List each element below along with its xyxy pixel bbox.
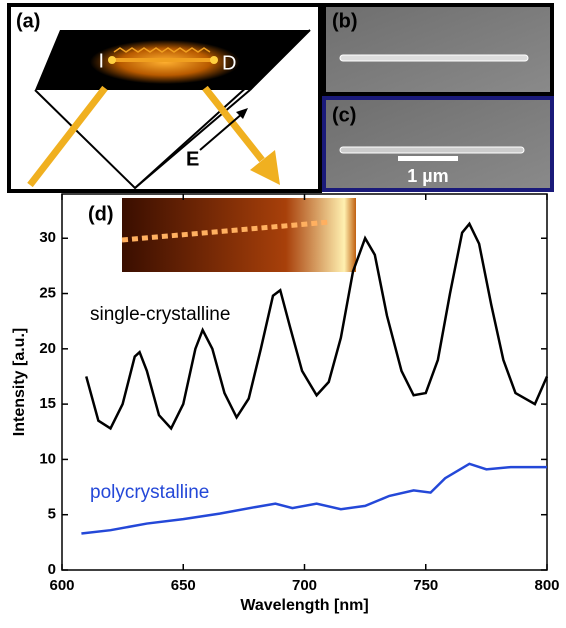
inset-image — [122, 198, 356, 272]
sem-image — [322, 3, 554, 96]
series-line — [81, 462, 547, 535]
y-tick-label: 30 — [39, 229, 56, 246]
scale-label: 1 µm — [407, 166, 448, 186]
scale-bar — [398, 156, 458, 161]
y-tick-label: 5 — [48, 506, 56, 523]
beam-in — [27, 85, 108, 188]
y-tick-label: 20 — [39, 340, 56, 357]
nanowire-image — [339, 54, 529, 62]
field-arrow — [199, 112, 244, 151]
x-tick-label: 800 — [534, 577, 559, 594]
panel-label: (a) — [16, 10, 40, 32]
y-tick-label: 15 — [39, 395, 56, 412]
field-arrowhead — [236, 108, 248, 119]
x-axis-label: Wavelength [nm] — [240, 597, 368, 614]
sem-image — [322, 96, 554, 192]
x-tick-label: 650 — [171, 577, 196, 594]
x-tick-label: 700 — [292, 577, 317, 594]
series-label: single-crystalline — [90, 304, 230, 325]
panel-b: (b) — [322, 3, 554, 96]
plasmon-wave — [113, 47, 211, 53]
series-line — [85, 221, 549, 431]
prism-edge — [134, 89, 251, 189]
panel-label: (d) — [88, 203, 114, 225]
inset-wire — [121, 219, 331, 243]
panel-label: (b) — [332, 10, 358, 32]
y-axis-label: Intensity [a.u.] — [11, 328, 28, 436]
plot-frame — [61, 193, 548, 571]
y-tick-label: 0 — [48, 561, 56, 578]
source-dot — [108, 56, 116, 64]
y-tick-label: 10 — [39, 450, 56, 467]
field-label: E — [186, 148, 199, 170]
x-tick-label: 600 — [49, 577, 74, 594]
drain-label: D — [222, 52, 236, 74]
drain-dot — [210, 56, 218, 64]
panel-label: (c) — [332, 104, 356, 126]
panel-a: (a) I D E — [7, 3, 322, 193]
beam-arrow — [250, 150, 280, 185]
beam-out — [202, 85, 265, 163]
panel-c: 1 µm (c) — [322, 96, 554, 192]
y-tick-label: 25 — [39, 284, 56, 301]
x-tick-label: 750 — [413, 577, 438, 594]
series-label: polycrystalline — [90, 482, 209, 503]
nanowire-image — [339, 146, 525, 154]
source-label: I — [98, 50, 104, 72]
